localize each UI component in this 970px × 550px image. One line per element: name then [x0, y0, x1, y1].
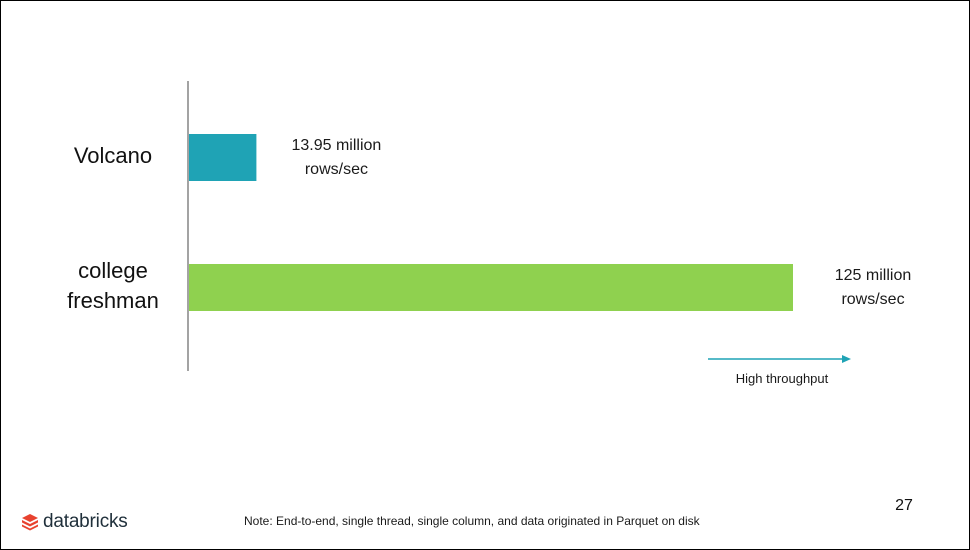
- page-number: 27: [895, 497, 913, 514]
- footnote: Note: End-to-end, single thread, single …: [244, 514, 700, 528]
- arrow-head-icon: [842, 355, 851, 363]
- value-label-line: rows/sec: [304, 160, 368, 178]
- value-label-1: 13.95 million rows/sec: [281, 134, 391, 182]
- bar-1: [189, 134, 257, 181]
- arrow-caption: High throughput: [735, 371, 829, 386]
- databricks-logo: databricks: [21, 509, 128, 535]
- category-label-1: Volcano: [53, 141, 173, 171]
- value-label-line: rows/sec: [841, 290, 905, 308]
- value-label-line: 13.95 million: [291, 136, 382, 154]
- throughput-arrow: [708, 355, 851, 363]
- category-label-line: Volcano: [73, 142, 153, 168]
- logo-text: databricks: [43, 511, 128, 532]
- category-label-line: college: [78, 257, 148, 283]
- category-label-2: college freshman: [53, 256, 173, 316]
- value-label-line: 125 million: [834, 266, 912, 284]
- value-label-2: 125 million rows/sec: [818, 264, 928, 312]
- databricks-logo-icon: [22, 514, 38, 531]
- bar-2: [189, 264, 793, 311]
- category-label-line: freshman: [67, 287, 159, 313]
- bars: [189, 134, 793, 311]
